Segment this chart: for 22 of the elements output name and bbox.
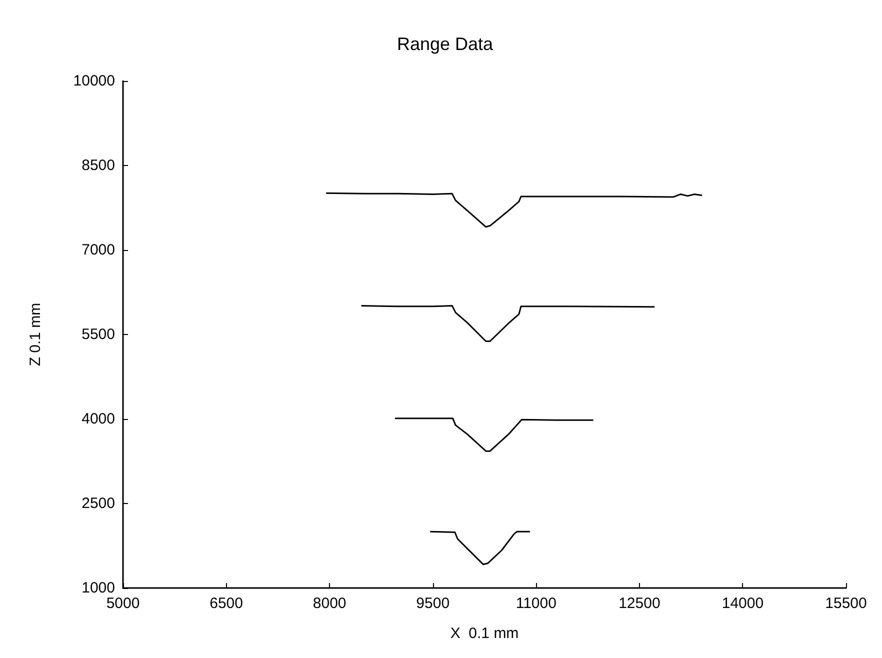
y-tick-label: 10000 [73, 72, 115, 90]
y-tick-label: 2500 [82, 495, 115, 512]
chart-title: Range Data [396, 34, 494, 54]
x-tick-label: 8000 [312, 595, 346, 612]
y-tick-label: 7000 [82, 242, 115, 258]
y-tick-label: 4000 [82, 410, 115, 428]
line-series [360, 305, 656, 342]
y-tick-label: 1000 [82, 580, 115, 596]
line-series [325, 192, 703, 228]
x-tick-label: 5000 [106, 595, 140, 612]
line-series [429, 530, 531, 566]
y-tick-label: 5500 [82, 326, 115, 343]
x-axis-title: X 0.1 mm [450, 625, 519, 642]
x-tick-label: 11000 [516, 595, 556, 612]
x-tick-label: 12500 [618, 595, 660, 612]
y-tick-label: 8500 [82, 157, 115, 174]
line-series [394, 418, 594, 452]
y-axis-title: Z 0.1 mm [27, 302, 44, 366]
x-tick-label: 14000 [722, 595, 764, 612]
x-tick-label: 9500 [416, 595, 450, 612]
x-tick-label: 15500 [825, 595, 867, 612]
x-tick-label: 6500 [210, 595, 243, 612]
